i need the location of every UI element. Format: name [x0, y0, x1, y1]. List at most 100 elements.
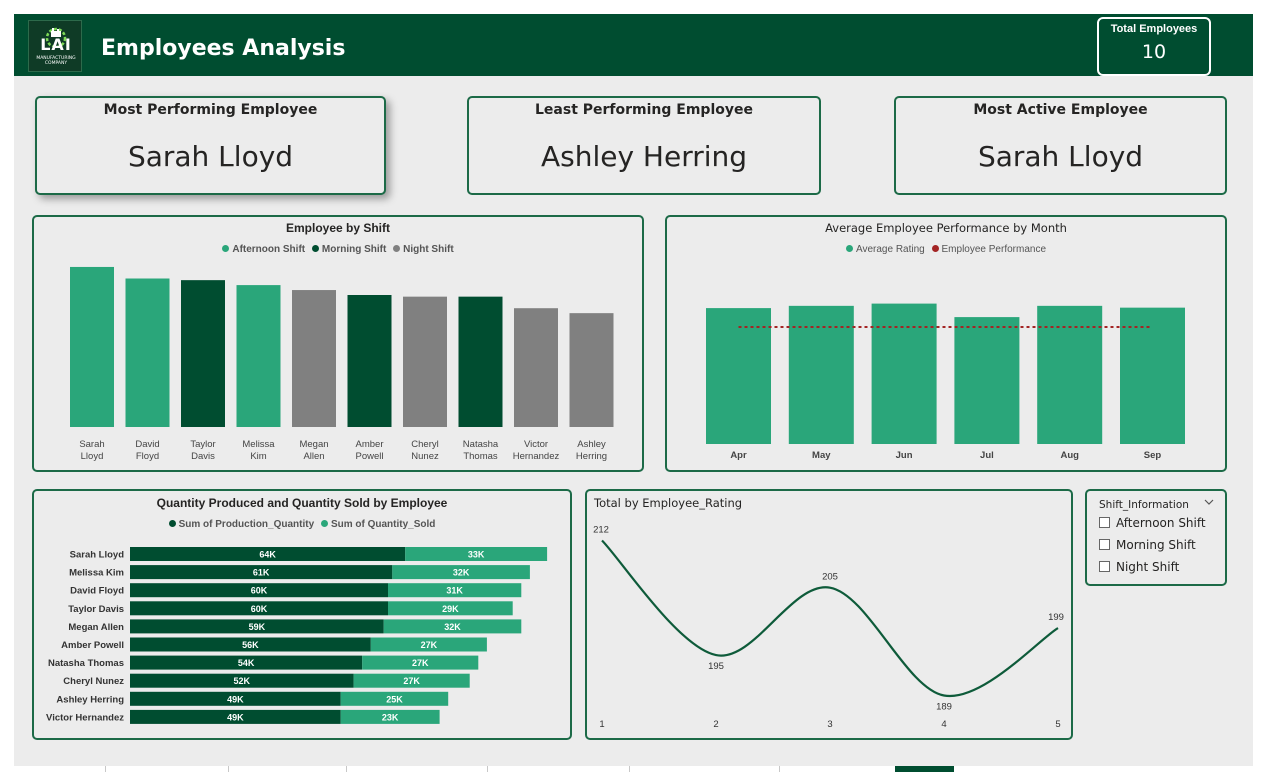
data-label: 60K [251, 604, 268, 614]
shift-bar [403, 296, 447, 427]
chart-employee-by-shift[interactable]: Employee by Shift Afternoon Shift Mornin… [32, 215, 644, 472]
sold-bar [353, 673, 470, 688]
data-label: 27K [403, 676, 420, 686]
chart-title: Quantity Produced and Quantity Sold by E… [156, 496, 448, 510]
page-title: Employees Analysis [101, 36, 346, 61]
x-tick-label: Melissa [242, 439, 275, 450]
x-tick-label: Floyd [136, 451, 159, 462]
kpi-least-performing[interactable]: Least Performing Employee Ashley Herring [467, 96, 821, 195]
rating-bar [871, 303, 937, 444]
total-employees-card: Total Employees 10 [1097, 17, 1211, 76]
chart-title: Employee by Shift [285, 221, 391, 235]
sold-bar [383, 619, 522, 634]
x-tick-label: Sarah [79, 439, 104, 450]
data-label: 27K [421, 640, 438, 650]
x-tick-label: Kim [250, 451, 266, 462]
option-label: Afternoon Shift [1116, 516, 1206, 530]
shift-bar [458, 296, 503, 427]
sold-bar [340, 709, 440, 724]
x-tick-label: 1 [599, 719, 604, 730]
y-tick-label: Taylor Davis [68, 604, 124, 615]
x-tick-label: Jul [980, 450, 994, 461]
x-tick-label: May [812, 450, 831, 461]
company-logo: LAI MANUFACTURING COMPANY [28, 20, 82, 72]
slicer-option-night[interactable]: Night Shift [1099, 560, 1179, 574]
legend-label: Sum of Production_Quantity [178, 519, 315, 530]
checkbox[interactable] [1099, 561, 1110, 572]
kpi-value: Ashley Herring [540, 140, 748, 173]
sold-bar [340, 691, 449, 706]
shift-bar [347, 295, 392, 427]
kpi-most-performing[interactable]: Most Performing Employee Sarah Lloyd [35, 96, 386, 195]
x-tick-label: 4 [941, 719, 946, 730]
chart-quantity-by-employee[interactable]: Quantity Produced and Quantity Sold by E… [32, 489, 572, 740]
y-tick-label: Amber Powell [61, 640, 124, 651]
shift-bar [181, 280, 225, 427]
kpi-label: Most Active Employee [973, 102, 1148, 118]
x-tick-label: Thomas [463, 451, 498, 462]
chart-legend: Sum of Production_Quantity Sum of Quanti… [34, 519, 570, 530]
production-bar [130, 619, 384, 634]
legend-item-morning[interactable]: Morning Shift [311, 244, 387, 255]
x-tick-label: 2 [713, 719, 718, 730]
chart-legend: Afternoon Shift Morning Shift Night Shif… [34, 244, 642, 255]
production-bar [130, 565, 393, 580]
rating-bar [788, 305, 854, 444]
chevron-down-icon[interactable] [1203, 496, 1215, 508]
sold-bar [370, 637, 487, 652]
active-page-tab[interactable] [895, 766, 954, 772]
legend-item-production[interactable]: Sum of Production_Quantity [168, 519, 315, 530]
checkbox[interactable] [1099, 517, 1110, 528]
legend-item-performance[interactable]: Employee Performance [931, 244, 1047, 255]
tab-separator [629, 766, 630, 772]
x-tick-label: David [135, 439, 159, 450]
data-label: 32K [453, 568, 470, 578]
shift-bar [292, 290, 336, 427]
sold-bar [362, 655, 479, 670]
slicer-option-afternoon[interactable]: Afternoon Shift [1099, 516, 1206, 530]
x-tick-label: 5 [1055, 719, 1060, 730]
data-label: 27K [412, 658, 429, 668]
shift-bar [125, 278, 170, 427]
legend-item-afternoon[interactable]: Afternoon Shift [222, 244, 305, 255]
rating-bar [954, 317, 1020, 444]
data-label: 33K [468, 550, 485, 560]
legend-item-avg-rating[interactable]: Average Rating [845, 244, 925, 255]
logo-text: LAI [40, 35, 72, 54]
sold-bar [392, 565, 530, 580]
quantity-plot: Sarah Lloyd 64K 33K Melissa Kim 61K 32K David … [46, 547, 548, 724]
x-tick-label: Jun [896, 450, 913, 461]
dashboard-canvas: LAI MANUFACTURING COMPANY Employees Anal… [14, 14, 1253, 766]
data-label: 25K [386, 694, 403, 704]
production-bar [130, 691, 341, 706]
legend-item-night[interactable]: Night Shift [393, 244, 454, 255]
shift-bar [569, 313, 614, 427]
rating-bar [706, 308, 771, 444]
checkbox[interactable] [1099, 539, 1110, 550]
logo-subtitle: MANUFACTURING COMPANY [36, 56, 76, 66]
option-label: Night Shift [1116, 560, 1180, 574]
rating-bar [1037, 305, 1103, 444]
chart-title: Total by Employee_Rating [594, 496, 743, 510]
rating-bar [1120, 307, 1185, 444]
legend-label: Employee Performance [941, 244, 1047, 255]
data-label: 56K [242, 640, 259, 650]
legend-label: Sum of Quantity_Sold [330, 519, 436, 530]
x-tick-label: Natasha [463, 439, 499, 450]
y-tick-label: Victor Hernandez [46, 712, 124, 723]
x-tick-label: 3 [827, 719, 832, 730]
legend-item-sold[interactable]: Sum of Quantity_Sold [320, 519, 436, 530]
tab-separator [346, 766, 347, 772]
y-tick-label: Cheryl Nunez [63, 676, 124, 687]
shift-slicer[interactable]: Shift_Information Afternoon Shift Mornin… [1085, 489, 1227, 586]
legend-label: Morning Shift [321, 244, 387, 255]
total-employees-label: Total Employees [1110, 23, 1198, 35]
y-tick-label: Ashley Herring [56, 694, 124, 705]
data-label: 59K [249, 622, 266, 632]
chart-total-by-rating[interactable]: Total by Employee_Rating 212 1 195 2 205 3 189… [585, 489, 1073, 740]
chart-avg-performance[interactable]: Average Employee Performance by Month Av… [665, 215, 1227, 472]
rating-plot: 212 1 195 2 205 3 189 4 199 5 [593, 524, 1064, 730]
kpi-most-active[interactable]: Most Active Employee Sarah Lloyd [894, 96, 1227, 195]
slicer-option-morning[interactable]: Morning Shift [1099, 538, 1196, 552]
tab-separator [228, 766, 229, 772]
